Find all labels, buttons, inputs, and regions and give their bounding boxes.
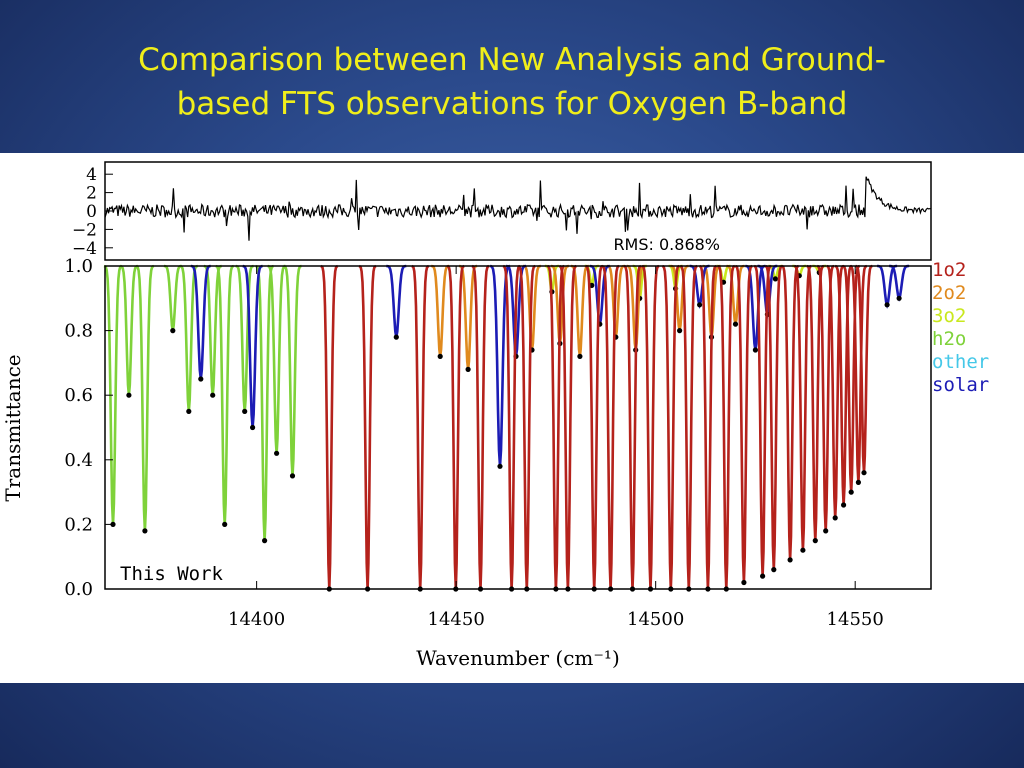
observation-point <box>126 392 132 398</box>
residual-y-tick-label: −4 <box>72 239 97 259</box>
transmittance-frame <box>104 265 932 590</box>
residual-y-ticks: 420−2−4 <box>72 165 113 259</box>
figure-panel: 4 2 0 −2 −4 RMS: 0.868% 1.0 0.8 0.6 0.4 0.2 0.0 1… <box>0 153 1024 683</box>
x-tick-label: 14450 <box>428 609 485 630</box>
observation-point <box>274 450 280 456</box>
observation-point <box>752 347 759 353</box>
legend-entry-solar: solar <box>932 374 989 396</box>
observation-point <box>855 479 862 485</box>
observation-point <box>760 573 766 579</box>
observation-point <box>800 547 806 553</box>
legend-entry-1o2: 1o2 <box>932 259 966 281</box>
residual-y-tick-label: −2 <box>72 220 97 240</box>
observation-point <box>577 353 583 359</box>
residual-y-tick-label: 0 <box>86 202 97 222</box>
observation-point <box>741 579 747 586</box>
y-tick-label: 0.6 <box>64 385 93 406</box>
legend-entry-h2o: h2o <box>932 328 966 350</box>
observation-point <box>222 521 228 527</box>
observation-point <box>393 334 399 340</box>
legend-entry-3o2: 3o2 <box>932 305 966 327</box>
observation-point <box>884 302 890 308</box>
observation-point <box>787 557 793 563</box>
absorption-line-1o2 <box>517 264 536 590</box>
observation-point <box>861 470 867 476</box>
observation-point <box>198 376 204 382</box>
inset-label-box <box>112 558 244 586</box>
observation-point <box>262 538 268 544</box>
observation-point <box>210 392 216 398</box>
observation-point <box>170 328 176 334</box>
observation-point <box>823 528 829 534</box>
transmittance-x-ticks: 14400 14450 14500 14550 <box>228 266 884 630</box>
residual-series <box>104 176 931 241</box>
absorption-line-1o2 <box>641 264 660 590</box>
spectrum-figure: 420−2−4 RMS: 0.868% 1.0 0.8 0.6 0.4 0.2 0.0 1… <box>1 161 989 670</box>
absorption-line-1o2 <box>471 264 490 590</box>
absorption-line-1o2 <box>411 264 430 590</box>
x-axis-label: Wavenumber (cm⁻¹) <box>416 646 620 670</box>
absorption-line-1o2 <box>358 264 377 590</box>
slide-title: Comparison between New Analysis and Grou… <box>0 38 1024 126</box>
observation-point <box>732 321 739 327</box>
slide-title-line-1: Comparison between New Analysis and Grou… <box>138 42 886 78</box>
absorption-line-h2o <box>135 264 155 531</box>
observation-point <box>242 408 248 414</box>
observation-point <box>186 408 192 414</box>
y-tick-label: 0.4 <box>64 450 93 471</box>
x-tick-label: 14400 <box>228 609 285 630</box>
observation-point <box>697 302 703 308</box>
absorption-line-h2o <box>215 264 234 525</box>
absorption-line-1o2 <box>781 264 799 560</box>
absorption-line-1o2 <box>794 264 812 551</box>
residual-y-tick-label: 4 <box>86 165 97 185</box>
observation-point <box>465 366 471 372</box>
absorption-line-1o2 <box>446 264 465 590</box>
absorption-line-h2o <box>119 264 139 396</box>
rms-annotation: RMS: 0.868% <box>613 235 720 254</box>
y-tick-label: 0.8 <box>64 321 93 342</box>
observation-point <box>832 515 838 521</box>
observation-point <box>142 528 148 534</box>
observation-point <box>772 276 779 282</box>
residual-line <box>104 176 931 241</box>
transmittance-series <box>103 264 910 592</box>
y-tick-label: 0.2 <box>64 514 93 535</box>
absorption-line-h2o <box>163 264 182 331</box>
y-axis-label: Transmittance <box>1 354 25 501</box>
absorption-line-2o2 <box>431 264 450 357</box>
observation-point <box>841 502 847 508</box>
y-tick-label: 1.0 <box>64 256 93 277</box>
legend-entry-2o2: 2o2 <box>932 282 966 304</box>
observation-point <box>848 489 854 495</box>
y-tick-label: 0.0 <box>64 579 93 600</box>
observation-point <box>896 295 902 301</box>
absorption-line-h2o <box>283 264 302 476</box>
observation-point <box>812 538 818 544</box>
observation-point <box>437 353 443 359</box>
observation-point <box>771 567 777 573</box>
absorption-line-h2o <box>255 264 274 541</box>
absorption-line-1o2 <box>679 264 698 590</box>
absorption-line-solar <box>386 264 407 338</box>
x-tick-label: 14500 <box>627 609 684 630</box>
legend-entry-other: other <box>932 351 989 373</box>
absorption-line-1o2 <box>320 264 339 590</box>
observation-point <box>497 463 503 469</box>
inset-label: This Work <box>120 563 224 585</box>
x-tick-label: 14550 <box>827 609 884 630</box>
slide-title-line-2: based FTS observations for Oxygen B-band <box>176 86 848 122</box>
observation-point <box>250 424 256 431</box>
transmittance-y-ticks: 1.0 0.8 0.6 0.4 0.2 0.0 <box>64 256 113 600</box>
absorption-line-1o2 <box>717 264 736 590</box>
residual-y-tick-label: 2 <box>86 184 97 204</box>
observation-point <box>677 328 683 334</box>
observation-point <box>289 473 296 479</box>
